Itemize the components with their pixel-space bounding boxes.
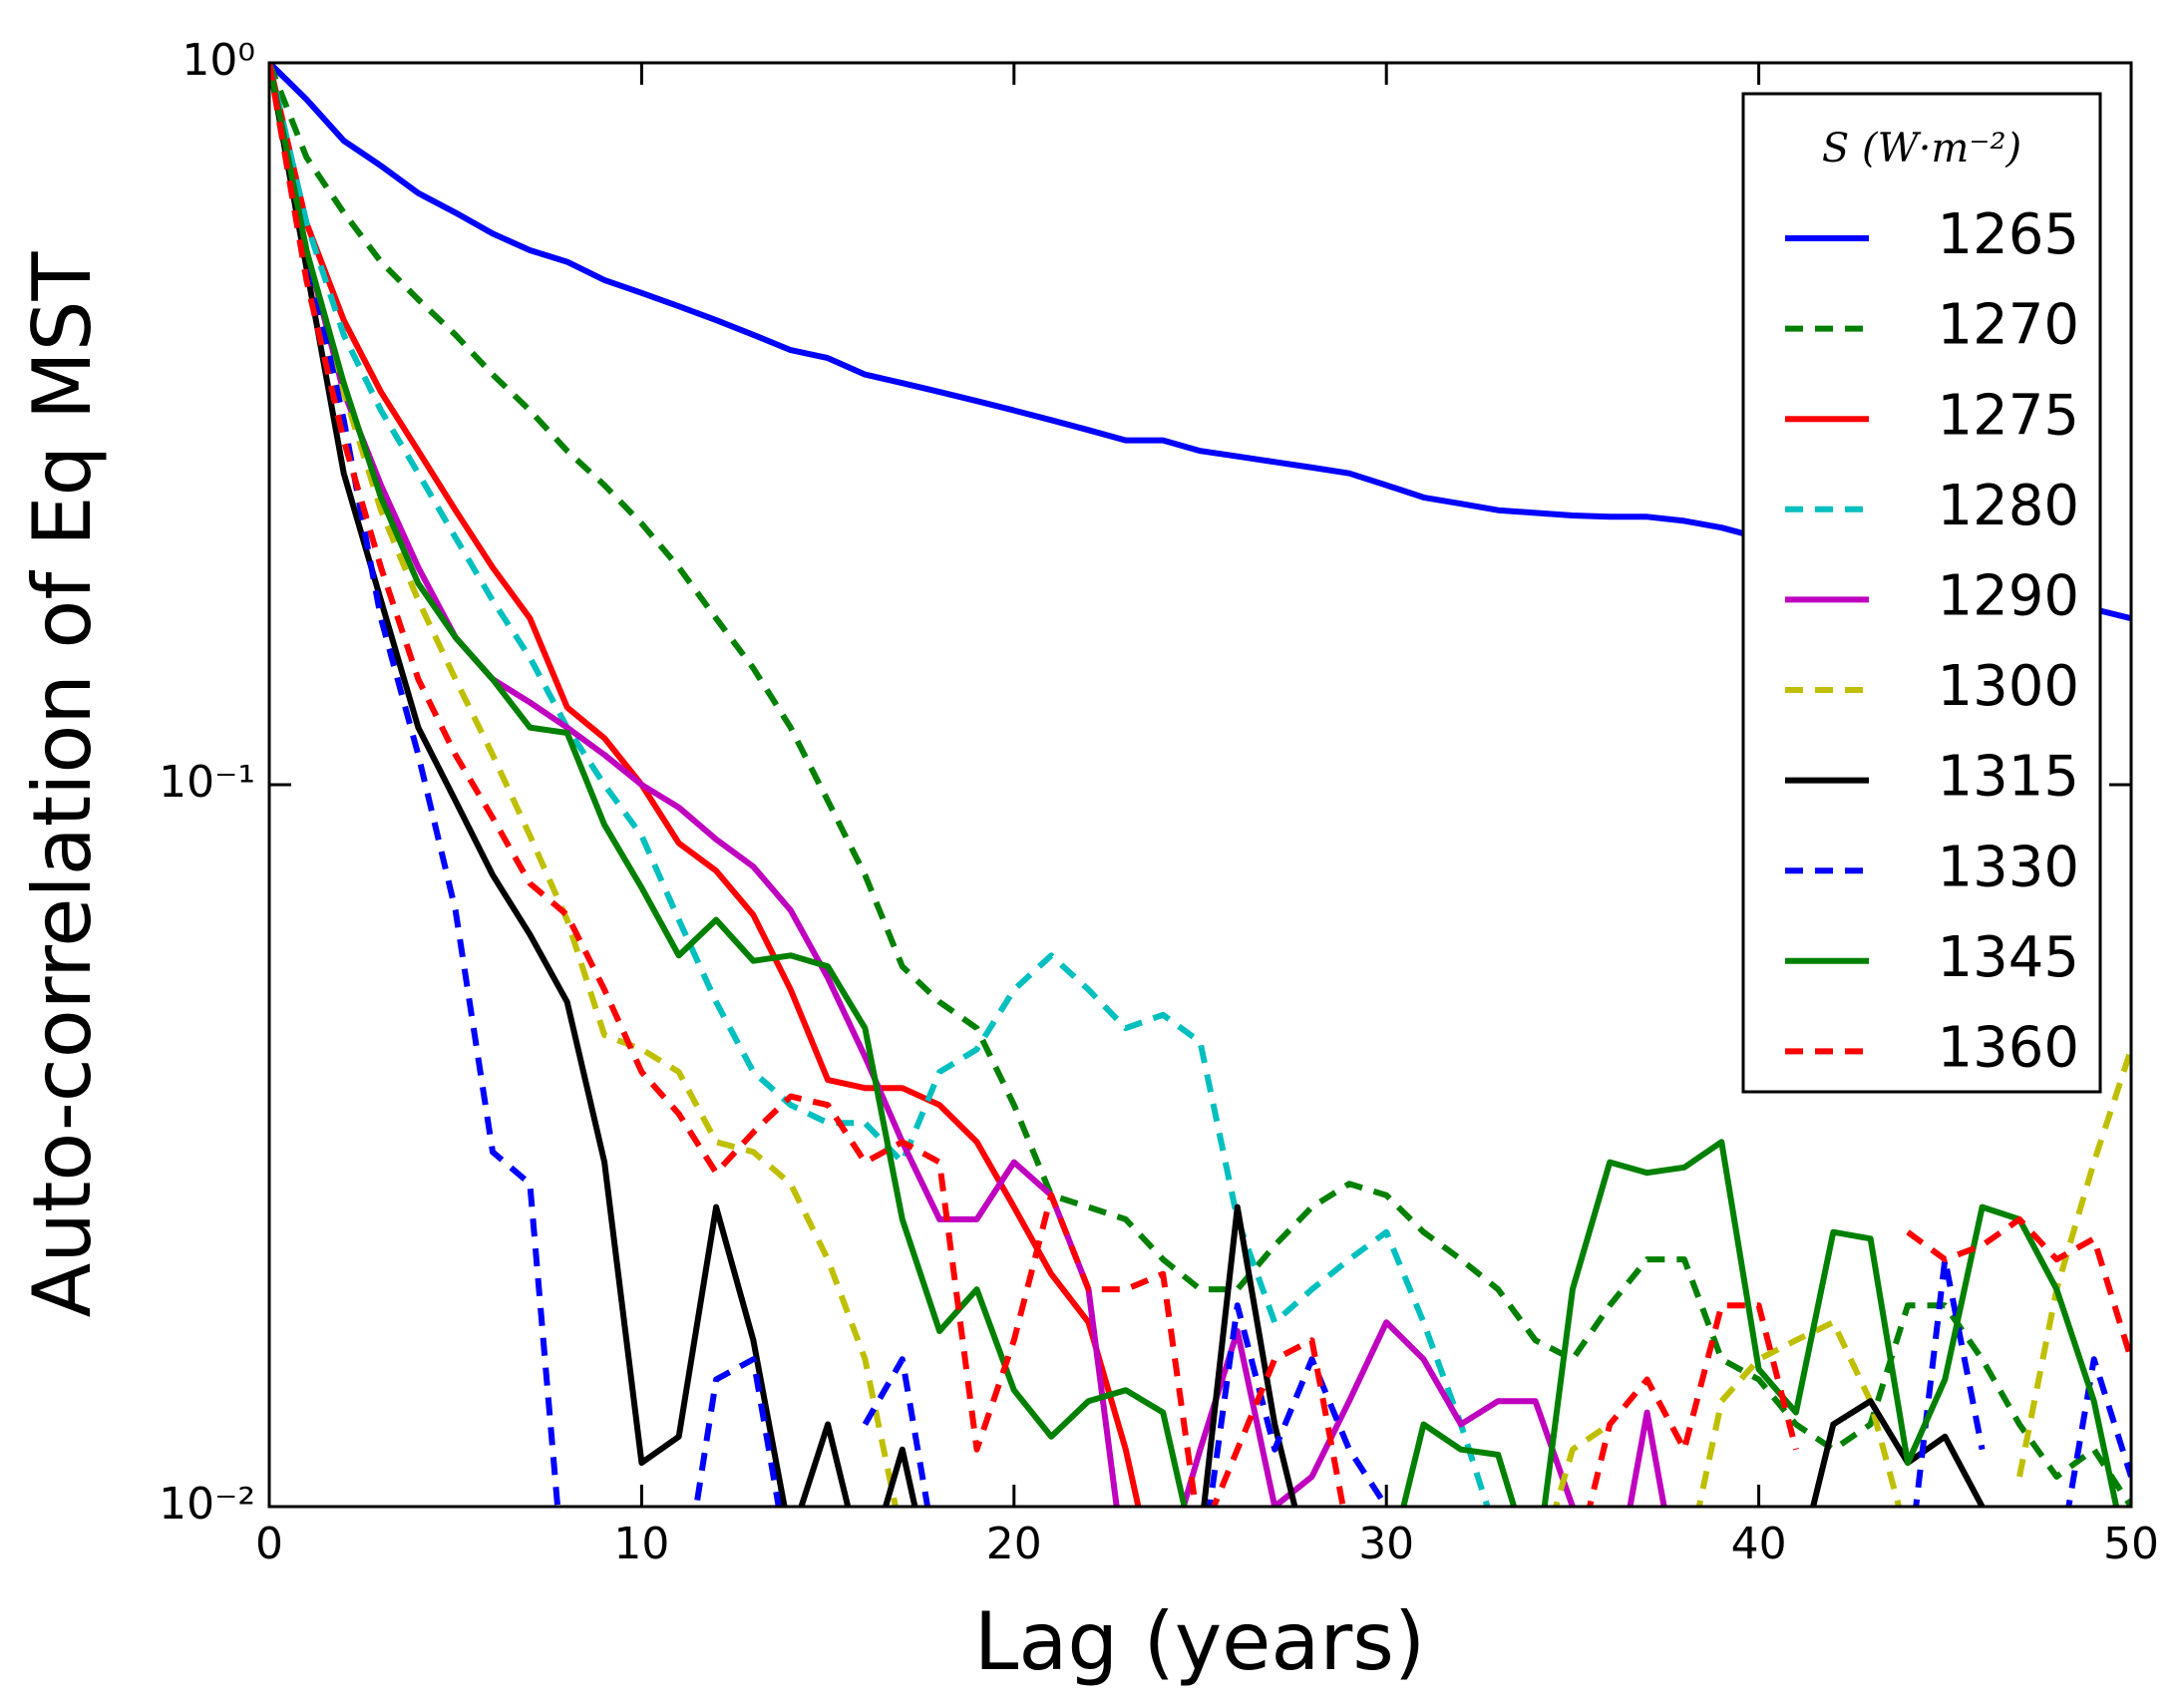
legend-label: 1345 [1937,925,2079,990]
legend-label: 1280 [1937,474,2079,538]
legend-title: S (W·m⁻²) [1822,126,2021,171]
legend-label: 1315 [1937,745,2079,810]
series-line [269,63,1491,1507]
series-line [269,63,1667,1507]
series-line [269,63,2131,1507]
legend-label: 1270 [1937,293,2079,358]
plot-lines [269,63,2131,1507]
legend: S (W·m⁻²) 1265 1270 1275 1280 1290 1300 1315 13… [1741,92,2102,1094]
legend-label: 1360 [1937,1016,2079,1081]
series-line [269,63,2131,1507]
legend-label: 1290 [1937,564,2079,629]
y-tick-label: 10⁻¹ [159,757,255,808]
legend-label: 1275 [1937,383,2079,448]
legend-label: 1265 [1937,202,2079,267]
legend-label: 1300 [1937,654,2079,719]
x-axis-label: Lag (years) [974,1595,1425,1688]
legend-box [1741,92,2102,1094]
series-line [269,63,2120,1507]
x-tick-label: 0 [255,1519,283,1569]
x-tick-label: 50 [2103,1519,2159,1569]
y-tick-label: 10⁰ [182,35,255,86]
series-line [269,63,1142,1507]
series-line [269,63,2131,1507]
legend-label: 1330 [1937,835,2079,899]
x-tick-label: 30 [1358,1519,1414,1569]
x-tick-label: 10 [613,1519,669,1569]
x-tick-label: 40 [1731,1519,1787,1569]
x-tick-label: 20 [986,1519,1042,1569]
series-line [269,63,2131,1507]
y-axis-label: Auto-correlation of Eq MST [16,250,109,1317]
y-tick-label: 10⁻² [159,1479,255,1530]
series-line [269,63,1986,1507]
